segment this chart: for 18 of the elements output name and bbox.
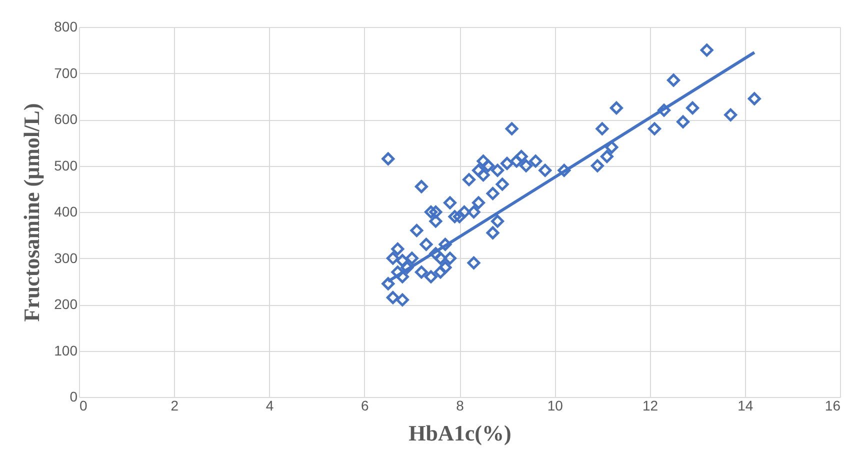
y-axis-title: Fructosamine (µmol/L) bbox=[19, 103, 44, 322]
y-tick-label: 700 bbox=[54, 64, 78, 81]
x-tick-label: 2 bbox=[170, 398, 179, 414]
y-tick-label: 300 bbox=[54, 250, 78, 266]
x-tick-label: 6 bbox=[360, 398, 369, 414]
x-tick-label: 12 bbox=[642, 398, 658, 414]
x-tick-label: 14 bbox=[738, 398, 754, 414]
x-tick-label: 8 bbox=[456, 398, 464, 414]
y-tick-label: 400 bbox=[54, 204, 78, 220]
y-tick-label: 600 bbox=[54, 111, 78, 127]
x-tick-label: 4 bbox=[266, 398, 274, 414]
y-tick-label: 800 bbox=[54, 18, 78, 34]
y-tick-label: 200 bbox=[54, 296, 78, 312]
x-tick-label: 10 bbox=[547, 398, 564, 414]
x-tick-label: 16 bbox=[824, 398, 841, 414]
y-tick-label: 100 bbox=[54, 342, 78, 358]
y-tick-label: 500 bbox=[54, 157, 78, 174]
x-axis-title: HbA1c(%) bbox=[408, 420, 512, 446]
